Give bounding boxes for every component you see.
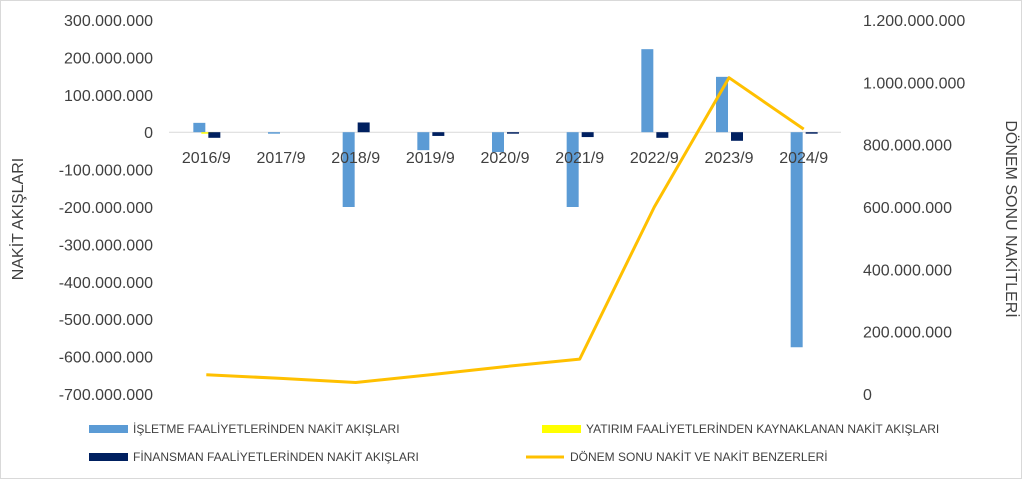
legend-label: İŞLETME FAALİYETLERİNDEN NAKİT AKIŞLARI	[133, 422, 400, 436]
legend: İŞLETME FAALİYETLERİNDEN NAKİT AKIŞLARI Y…	[89, 422, 939, 464]
y2-tick-label: 1.000.000.000	[863, 75, 965, 92]
bar-2-2016-9	[201, 132, 214, 134]
category-label: 2017/9	[257, 150, 306, 167]
bar-3-2018-9	[357, 122, 370, 133]
y2-tick-label: 800.000.000	[863, 138, 952, 155]
bar-1-2016-9	[193, 122, 206, 133]
y-tick-label: -700.000.000	[59, 387, 153, 404]
y-tick-label: -600.000.000	[59, 350, 153, 367]
y2-tick-label: 600.000.000	[863, 200, 952, 217]
category-label: 2016/9	[182, 150, 231, 167]
bar-3-2020-9	[507, 132, 519, 134]
legend-label: YATIRIM FAALİYETLERİNDEN KAYNAKLANAN NAK…	[586, 422, 939, 436]
bar-1-2019-9	[417, 132, 430, 151]
y-axis-right-ticks: 1.200.000.000 1.000.000.000 800.000.000 600…	[863, 13, 965, 404]
bar-1-2022-9	[641, 49, 654, 133]
y2-tick-label: 400.000.000	[863, 262, 952, 279]
y-axis-left-title: NAKİT AKIŞLARI	[8, 158, 27, 280]
bar-3-2022-9	[656, 132, 669, 138]
bar-1-2017-9	[268, 132, 280, 134]
line-series-donem-sonu	[206, 76, 805, 384]
legend-swatch	[89, 425, 128, 433]
category-label: 2024/9	[779, 150, 828, 167]
category-label: 2021/9	[555, 150, 604, 167]
y-tick-label: -500.000.000	[59, 312, 153, 329]
category-label: 2020/9	[481, 150, 530, 167]
y2-tick-label: 1.200.000.000	[863, 13, 965, 30]
bar-3-2019-9	[432, 132, 445, 136]
y-tick-label: -300.000.000	[59, 237, 153, 254]
bar-1-2024-9	[790, 132, 803, 348]
y-axis-right-title: DÖNEM SONU NAKİTLERİ	[1002, 120, 1021, 317]
category-label: 2023/9	[705, 150, 754, 167]
y-tick-label: 100.000.000	[64, 88, 153, 105]
category-labels: 2016/9 2017/9 2018/9 2019/9 2020/9 2021/9 2022…	[182, 150, 828, 167]
bar-3-2023-9	[731, 132, 743, 141]
category-label: 2018/9	[331, 150, 380, 167]
legend-label: FİNANSMAN FAALİYETLERİNDEN NAKİT AKIŞLAR…	[133, 450, 419, 464]
y-tick-label: 0	[144, 125, 153, 142]
y-tick-label: 200.000.000	[64, 50, 153, 67]
bar-3-2021-9	[581, 132, 594, 138]
y2-tick-label: 0	[863, 387, 872, 404]
legend-swatch	[89, 453, 128, 461]
legend-swatch	[542, 425, 581, 433]
y-tick-label: 300.000.000	[64, 13, 153, 30]
category-label: 2022/9	[630, 150, 679, 167]
bar-1-2021-9	[566, 132, 579, 207]
y-tick-label: -400.000.000	[59, 275, 153, 292]
legend-label: DÖNEM SONU NAKİT VE NAKİT BENZERLERİ	[570, 450, 828, 464]
y-axis-left-ticks: 300.000.000 200.000.000 100.000.000 0 -100.0…	[59, 13, 153, 404]
bar-1-2018-9	[342, 132, 355, 207]
bar-3-2016-9	[208, 132, 221, 138]
bar-3-2024-9	[805, 132, 818, 134]
y-tick-label: -100.000.000	[59, 163, 153, 180]
bar-1-2020-9	[492, 132, 504, 153]
y-tick-label: -200.000.000	[59, 200, 153, 217]
category-label: 2019/9	[406, 150, 455, 167]
bar-1-2023-9	[716, 76, 728, 133]
y2-tick-label: 200.000.000	[863, 325, 952, 342]
bars-group	[193, 49, 818, 348]
